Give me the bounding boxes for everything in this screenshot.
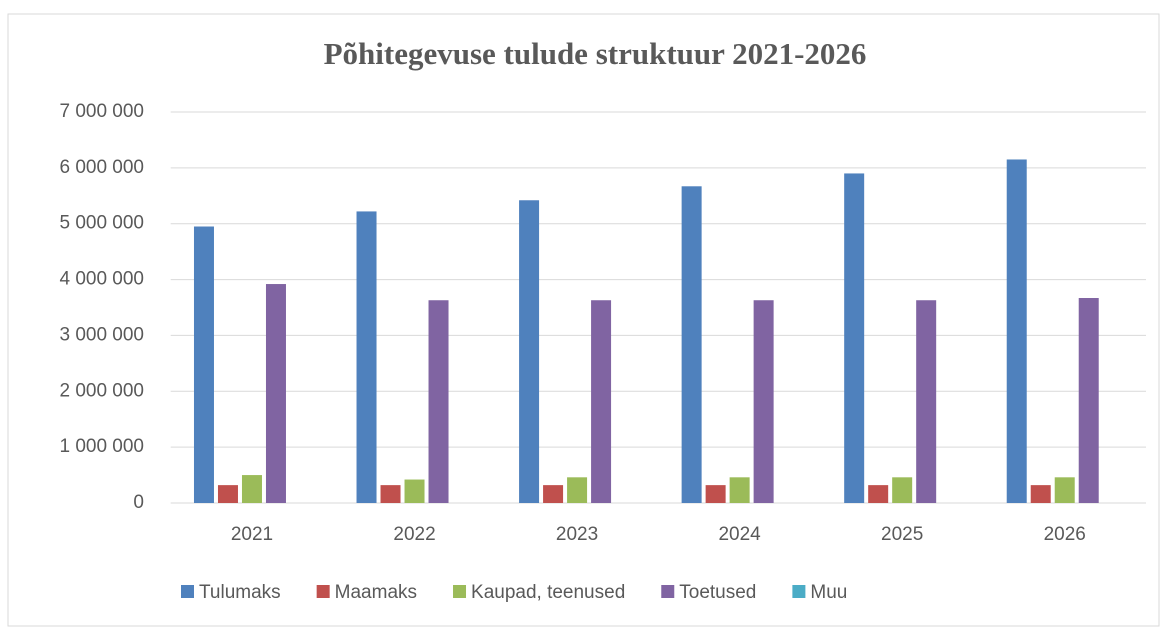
- y-tick-label: 6 000 000: [59, 157, 144, 178]
- bar: [428, 300, 449, 503]
- bar: [193, 226, 214, 503]
- bar: [567, 477, 588, 503]
- legend-label: Tulumaks: [199, 582, 281, 603]
- x-tick-label: 2022: [393, 524, 435, 545]
- legend-swatch: [661, 585, 675, 598]
- legend-label: Muu: [810, 582, 847, 603]
- x-tick-label: 2023: [556, 524, 598, 545]
- bar: [729, 477, 750, 503]
- legend-swatch: [316, 585, 330, 598]
- bar: [705, 485, 726, 503]
- bar: [844, 173, 865, 503]
- x-tick-label: 2021: [231, 524, 273, 545]
- bar: [519, 200, 540, 504]
- bar: [356, 211, 377, 503]
- bar: [1030, 485, 1051, 503]
- legend-swatch: [453, 585, 467, 598]
- bar: [753, 300, 774, 503]
- bar: [404, 479, 425, 503]
- bar: [265, 284, 286, 503]
- x-tick-label: 2025: [881, 524, 923, 545]
- bar: [1054, 477, 1075, 503]
- y-tick-label: 5 000 000: [59, 213, 144, 234]
- bar: [868, 485, 889, 503]
- bar: [241, 475, 262, 503]
- bar: [1078, 298, 1099, 503]
- y-tick-label: 7 000 000: [59, 101, 144, 122]
- bar: [543, 485, 564, 503]
- legend-label: Toetused: [679, 582, 756, 603]
- y-tick-label: 3 000 000: [59, 324, 144, 345]
- bar: [591, 300, 612, 503]
- bar: [1006, 159, 1027, 503]
- y-tick-label: 2 000 000: [59, 380, 144, 401]
- legend-label: Kaupad, teenused: [471, 582, 625, 603]
- y-tick-label: 4 000 000: [59, 269, 144, 290]
- legend-swatch: [181, 585, 194, 598]
- y-tick-label: 0: [133, 492, 144, 513]
- bar: [217, 485, 238, 503]
- legend-label: Maamaks: [335, 582, 417, 603]
- x-tick-label: 2024: [718, 524, 761, 545]
- bar: [380, 485, 401, 503]
- chart-title: Põhitegevuse tulude struktuur 2021-2026: [324, 36, 867, 71]
- legend-swatch: [792, 585, 806, 598]
- x-tick-label: 2026: [1044, 524, 1086, 545]
- bar: [681, 186, 702, 504]
- bar: [916, 300, 937, 503]
- y-tick-label: 1 000 000: [59, 436, 144, 457]
- bar: [892, 477, 913, 503]
